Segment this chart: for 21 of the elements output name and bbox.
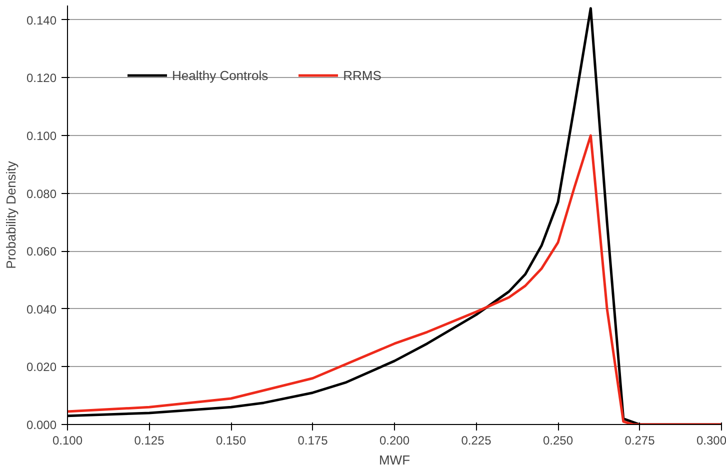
x-axis-title: MWF: [378, 452, 410, 468]
y-tick-label: 0.000: [26, 418, 57, 432]
y-axis-title: Probability Density: [3, 160, 18, 269]
legend-label: Healthy Controls: [172, 68, 268, 82]
x-tick-label: 0.250: [542, 434, 574, 448]
y-tick-label: 0.060: [26, 244, 57, 259]
legend-label: RRMS: [343, 68, 382, 82]
x-tick-label: 0.225: [461, 434, 492, 448]
y-tick-label: 0.140: [26, 13, 57, 28]
x-tick-label: 0.125: [134, 434, 165, 448]
y-tick-label: 0.020: [26, 360, 57, 374]
y-tick-label: 0.040: [26, 302, 57, 316]
y-tick-label: 0.120: [26, 71, 57, 86]
x-tick-label: 0.150: [216, 434, 246, 448]
y-tick-label: 0.080: [26, 186, 57, 201]
x-tick-label: 0.175: [298, 434, 328, 448]
y-tick-label: 0.100: [26, 129, 57, 144]
x-tick-label: 0.100: [52, 434, 83, 448]
x-tick-label: 0.200: [379, 434, 410, 448]
x-tick-label: 0.300: [696, 434, 726, 448]
x-tick-label: 0.275: [624, 434, 656, 448]
